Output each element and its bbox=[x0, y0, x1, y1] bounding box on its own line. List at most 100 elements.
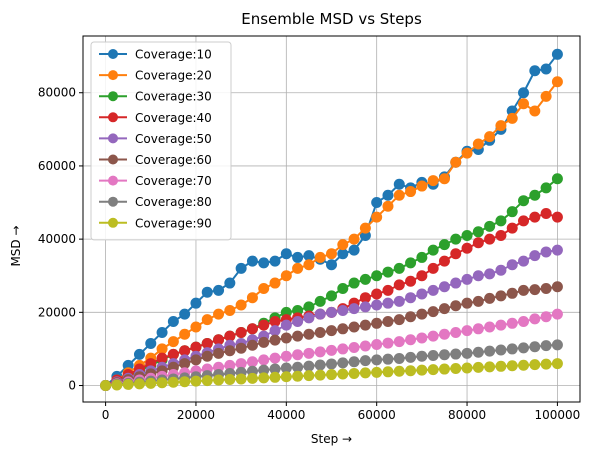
data-point bbox=[551, 308, 563, 320]
data-point bbox=[393, 352, 405, 364]
data-point bbox=[472, 237, 484, 249]
data-point bbox=[461, 229, 473, 241]
data-point bbox=[551, 244, 563, 256]
x-tick-label: 60000 bbox=[358, 408, 396, 422]
legend-box bbox=[90, 41, 232, 241]
data-point bbox=[280, 350, 292, 362]
data-point bbox=[359, 367, 371, 379]
data-point bbox=[529, 211, 541, 223]
data-point bbox=[450, 300, 462, 312]
data-point bbox=[258, 283, 270, 295]
data-point bbox=[529, 284, 541, 296]
data-point bbox=[427, 306, 439, 318]
data-point bbox=[359, 340, 371, 352]
data-point bbox=[518, 284, 530, 296]
legend-label: Coverage:60 bbox=[135, 153, 212, 167]
data-point bbox=[506, 112, 518, 124]
data-point bbox=[416, 332, 428, 344]
data-point bbox=[348, 356, 360, 368]
data-point bbox=[472, 138, 484, 150]
plot-frame bbox=[82, 35, 581, 403]
data-point bbox=[405, 311, 417, 323]
data-point bbox=[506, 287, 518, 299]
legend-label: Coverage:10 bbox=[135, 48, 212, 62]
data-point bbox=[484, 345, 496, 357]
data-point bbox=[337, 357, 349, 369]
data-point bbox=[484, 233, 496, 245]
data-point bbox=[495, 319, 507, 331]
data-point bbox=[484, 361, 496, 373]
data-point bbox=[529, 341, 541, 353]
data-point bbox=[506, 317, 518, 329]
data-point bbox=[371, 317, 383, 329]
data-point bbox=[540, 208, 552, 220]
y-tick-label: 0 bbox=[68, 379, 76, 393]
data-point bbox=[246, 356, 258, 368]
data-point bbox=[167, 315, 179, 327]
legend-marker bbox=[108, 70, 118, 81]
legend-marker bbox=[108, 217, 118, 228]
data-point bbox=[540, 311, 552, 323]
data-point bbox=[235, 373, 247, 385]
data-point bbox=[495, 360, 507, 372]
data-point bbox=[359, 301, 371, 313]
data-point bbox=[472, 295, 484, 307]
data-point bbox=[540, 63, 552, 75]
data-point bbox=[518, 195, 530, 207]
data-point bbox=[506, 259, 518, 271]
data-point bbox=[269, 334, 281, 346]
data-point bbox=[438, 255, 450, 267]
data-point bbox=[258, 364, 270, 376]
data-point bbox=[337, 343, 349, 355]
data-point bbox=[393, 279, 405, 291]
legend-label: Coverage:80 bbox=[135, 195, 212, 209]
data-point bbox=[111, 379, 123, 391]
data-point bbox=[529, 250, 541, 262]
data-point bbox=[156, 377, 168, 389]
data-point bbox=[337, 305, 349, 316]
data-point bbox=[472, 226, 484, 238]
data-point bbox=[326, 306, 337, 318]
data-point bbox=[506, 360, 518, 372]
data-point bbox=[506, 206, 518, 218]
data-point bbox=[246, 372, 258, 384]
data-point bbox=[405, 292, 417, 304]
data-point bbox=[461, 297, 473, 309]
data-point bbox=[382, 315, 394, 327]
data-point bbox=[224, 330, 236, 342]
data-point bbox=[461, 347, 473, 359]
data-point bbox=[337, 368, 349, 380]
data-point bbox=[190, 297, 202, 309]
data-point bbox=[416, 364, 428, 376]
data-point bbox=[122, 378, 134, 390]
axis-ticks: 0 20000 40000 60000 80000 100000 0 20000 40000 60… bbox=[38, 86, 581, 422]
data-point bbox=[179, 345, 191, 357]
data-point bbox=[280, 248, 292, 260]
data-point bbox=[371, 288, 383, 300]
data-point bbox=[427, 244, 439, 256]
data-point bbox=[359, 222, 371, 234]
data-point bbox=[359, 273, 371, 285]
data-point bbox=[495, 215, 507, 227]
data-point bbox=[371, 270, 383, 282]
data-point bbox=[382, 353, 394, 365]
data-point bbox=[269, 371, 281, 383]
data-point bbox=[224, 305, 236, 316]
data-point bbox=[540, 90, 552, 102]
data-point bbox=[314, 308, 326, 320]
data-point bbox=[371, 366, 383, 378]
data-point bbox=[326, 325, 337, 337]
data-point bbox=[461, 147, 473, 159]
data-point bbox=[472, 361, 484, 373]
legend-label: Coverage:20 bbox=[135, 69, 212, 83]
data-point bbox=[540, 358, 552, 370]
data-point bbox=[484, 220, 496, 232]
data-point bbox=[371, 197, 383, 209]
data-point bbox=[280, 332, 292, 344]
data-point bbox=[303, 328, 315, 340]
data-point bbox=[427, 350, 439, 362]
data-point bbox=[495, 290, 507, 302]
